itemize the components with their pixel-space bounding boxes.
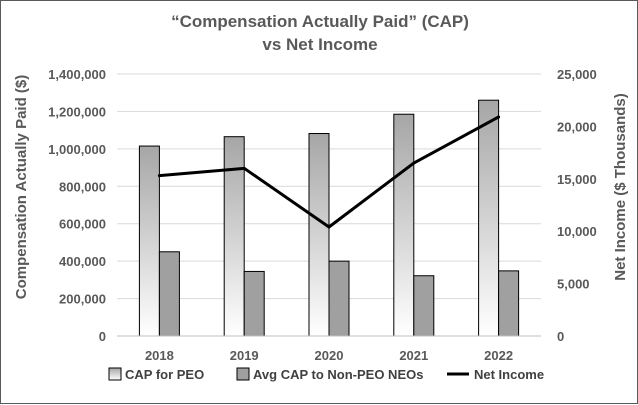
category-tick-label: 2020 bbox=[315, 348, 344, 363]
chart-title: “Compensation Actually Paid” (CAP) bbox=[171, 12, 469, 31]
left-tick-label: 1,000,000 bbox=[48, 142, 106, 157]
right-tick-label: 5,000 bbox=[557, 277, 590, 292]
category-tick-label: 2021 bbox=[399, 348, 428, 363]
bar-avg-cap-non-peo-neos bbox=[328, 260, 350, 337]
chart-subtitle: vs Net Income bbox=[262, 35, 377, 54]
left-tick-label: 200,000 bbox=[59, 292, 106, 307]
net-income-point bbox=[327, 225, 331, 229]
category-axis-ticks: 2018 2019 2020 2021 2022 bbox=[145, 348, 513, 363]
net-income-point bbox=[412, 161, 416, 165]
category-tick-label: 2022 bbox=[484, 348, 513, 363]
legend-swatch-cap-for-peo bbox=[108, 367, 122, 381]
right-tick-label: 0 bbox=[557, 329, 564, 344]
left-tick-label: 1,400,000 bbox=[48, 67, 106, 82]
bar-cap-for-peo bbox=[478, 99, 500, 337]
legend: CAP for PEO Avg CAP to Non-PEO NEOs Net In… bbox=[108, 367, 544, 382]
left-axis-ticks: 0 200,000 400,000 600,000 800,000 1,000,000 1,… bbox=[48, 67, 106, 344]
left-tick-label: 600,000 bbox=[59, 217, 106, 232]
right-axis-title: Net Income ($ Thousands) bbox=[612, 93, 629, 281]
right-tick-label: 15,000 bbox=[557, 172, 597, 187]
left-tick-label: 1,200,000 bbox=[48, 104, 106, 119]
bar-avg-cap-non-peo-neos bbox=[158, 251, 180, 337]
left-tick-label: 800,000 bbox=[59, 179, 106, 194]
right-tick-label: 20,000 bbox=[557, 119, 597, 134]
bar-avg-cap-non-peo-neos bbox=[413, 275, 435, 337]
bars bbox=[117, 99, 541, 337]
bar-cap-for-peo bbox=[393, 113, 415, 337]
left-axis-title: Compensation Actually Paid ($) bbox=[13, 75, 30, 299]
left-tick-label: 0 bbox=[99, 329, 106, 344]
category-tick-label: 2018 bbox=[145, 348, 174, 363]
legend-swatch-avg-cap-non-peo bbox=[236, 367, 250, 381]
bar-cap-for-peo bbox=[138, 145, 160, 337]
right-tick-label: 10,000 bbox=[557, 224, 597, 239]
bar-cap-for-peo bbox=[223, 136, 245, 337]
legend-label-net-income: Net Income bbox=[474, 367, 544, 382]
legend-label-cap-for-peo: CAP for PEO bbox=[125, 367, 204, 382]
category-tick-label: 2019 bbox=[230, 348, 259, 363]
bar-cap-for-peo bbox=[308, 133, 330, 337]
bar-avg-cap-non-peo-neos bbox=[243, 270, 265, 337]
net-income-point bbox=[157, 174, 161, 178]
right-tick-label: 25,000 bbox=[557, 67, 597, 82]
net-income-point bbox=[242, 166, 246, 170]
legend-label-avg-cap-non-peo: Avg CAP to Non-PEO NEOs bbox=[253, 367, 423, 382]
net-income-point bbox=[497, 115, 501, 119]
net-income-line bbox=[157, 115, 501, 229]
bar-avg-cap-non-peo-neos bbox=[498, 270, 520, 337]
right-axis-ticks: 0 5,000 10,000 15,000 20,000 25,000 bbox=[557, 67, 597, 344]
left-tick-label: 400,000 bbox=[59, 254, 106, 269]
